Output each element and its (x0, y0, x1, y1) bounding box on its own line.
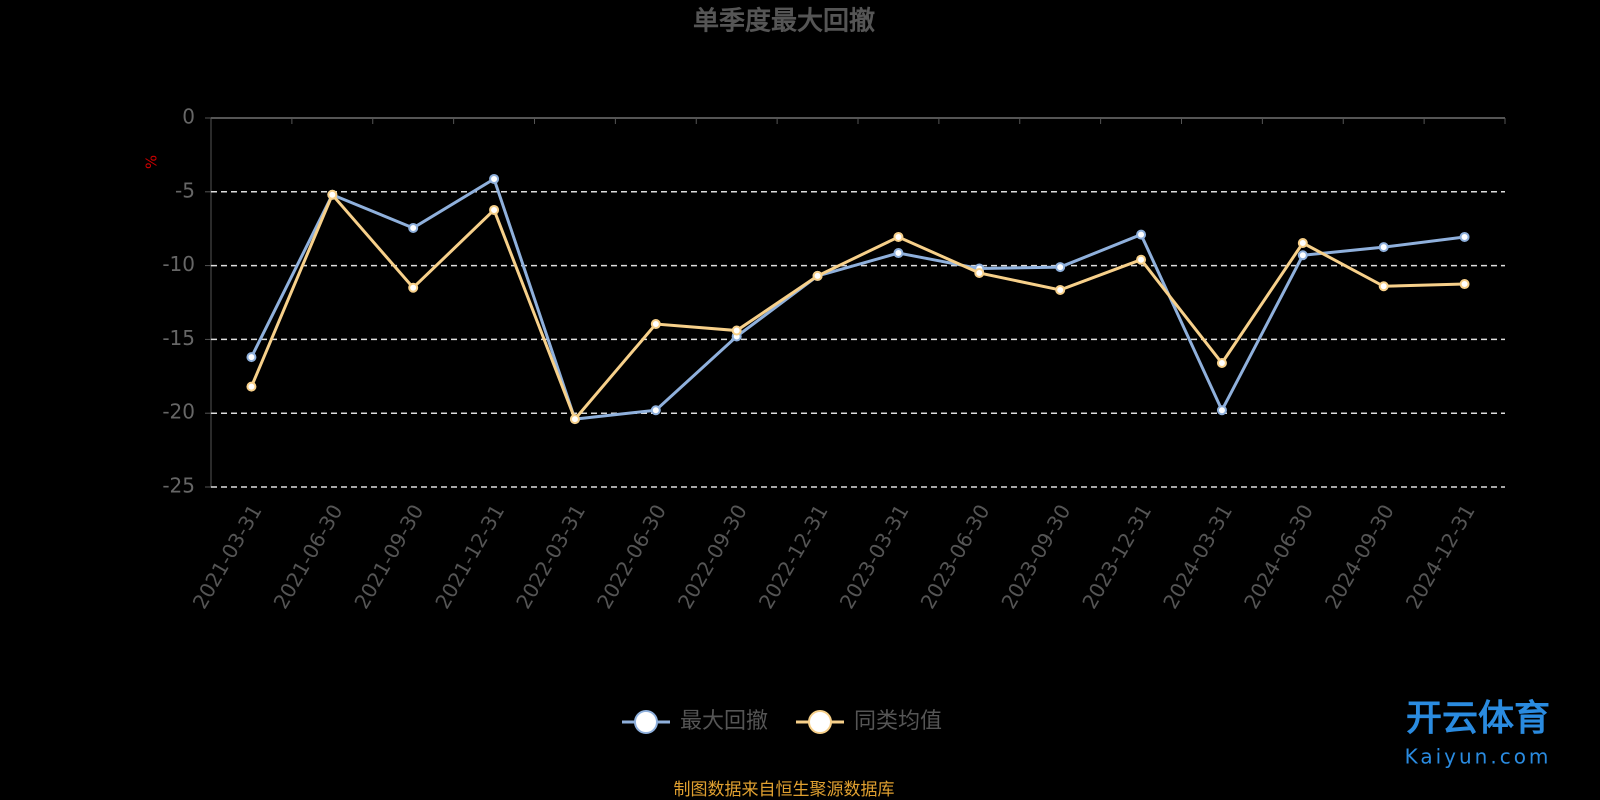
legend-label: 最大回撤 (680, 709, 768, 734)
y-tick-label: -20 (162, 400, 195, 424)
data-point (650, 405, 661, 416)
y-tick-label: -10 (162, 252, 195, 276)
x-tick-label: 2022-06-30 (592, 500, 671, 613)
y-tick-label: -25 (162, 474, 195, 498)
data-point (1216, 358, 1227, 369)
legend-label: 同类均值 (854, 709, 942, 734)
data-point (1136, 254, 1147, 265)
data-point (327, 189, 338, 200)
data-point (893, 248, 904, 259)
y-tick-label: -15 (162, 326, 195, 350)
x-tick-label: 2024-09-30 (1320, 500, 1399, 613)
data-point (731, 325, 742, 336)
data-point (650, 319, 661, 330)
x-tick-label: 2022-03-31 (511, 500, 590, 613)
data-point (974, 267, 985, 278)
data-point (1216, 405, 1227, 416)
legend-marker (808, 710, 832, 734)
x-tick-label: 2022-12-31 (754, 500, 833, 613)
x-tick-label: 2023-03-31 (835, 500, 914, 613)
x-tick-label: 2023-06-30 (916, 500, 995, 613)
series-line (250, 176, 1465, 421)
data-point (246, 352, 257, 363)
x-tick-label: 2024-12-31 (1401, 500, 1480, 613)
data-point (408, 282, 419, 293)
x-tick-label: 2021-06-30 (269, 500, 348, 613)
x-tick-label: 2021-03-31 (188, 500, 267, 613)
series-line (250, 191, 1465, 422)
data-point (1459, 231, 1470, 242)
data-point (1378, 242, 1389, 253)
data-point (1297, 238, 1308, 249)
data-point (489, 173, 500, 184)
data-point (408, 222, 419, 233)
data-point (489, 204, 500, 215)
x-tick-label: 2024-06-30 (1239, 500, 1318, 613)
y-tick-label: -5 (175, 178, 195, 202)
data-point (812, 270, 823, 281)
data-point (1459, 279, 1470, 290)
x-tick-label: 2023-12-31 (1077, 500, 1156, 613)
x-tick-label: 2022-09-30 (673, 500, 752, 613)
legend-marker (634, 710, 658, 734)
y-axis-label: % (143, 155, 161, 169)
data-point (1055, 262, 1066, 273)
data-point (1055, 284, 1066, 295)
watermark-title: 开云体育 (1406, 698, 1550, 739)
source-note: 制图数据来自恒生聚源数据库 (674, 780, 895, 800)
y-tick-label: 0 (182, 105, 195, 129)
data-point (1378, 281, 1389, 292)
watermark-subtitle: Kaiyun.com (1405, 745, 1552, 769)
x-tick-label: 2023-09-30 (996, 500, 1075, 613)
data-point (1136, 229, 1147, 240)
x-tick-label: 2021-12-31 (430, 500, 509, 613)
x-tick-label: 2021-09-30 (349, 500, 428, 613)
data-point (569, 414, 580, 425)
data-point (1297, 250, 1308, 261)
data-point (246, 381, 257, 392)
x-tick-label: 2024-03-31 (1158, 500, 1237, 613)
data-point (893, 231, 904, 242)
chart-title: 单季度最大回撤 (693, 6, 875, 37)
